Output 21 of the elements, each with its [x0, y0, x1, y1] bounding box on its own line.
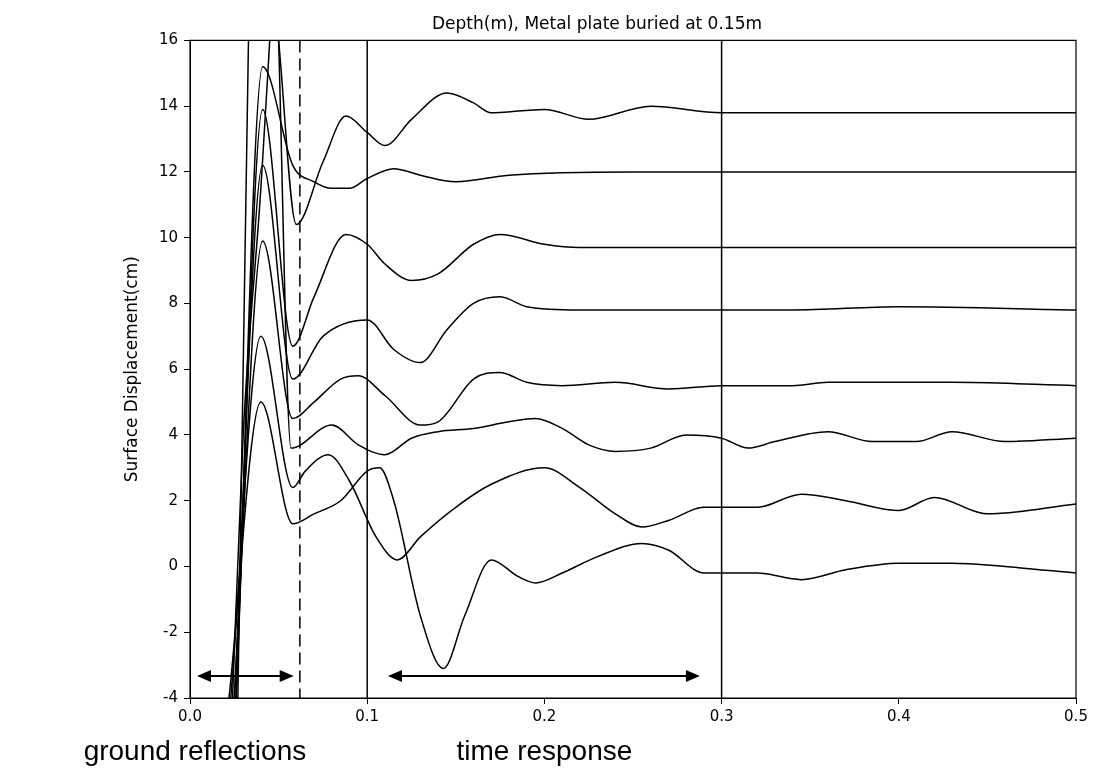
x-tick-label: 0.4 — [886, 706, 911, 725]
y-tick-label: 6 — [168, 359, 178, 378]
y-tick-label: 16 — [158, 30, 178, 49]
chart-title: Depth(m), Metal plate buried at 0.15m — [431, 12, 763, 33]
x-tick-label: 0.2 — [532, 706, 557, 725]
y-tick-label: 4 — [168, 424, 178, 443]
y-tick-label: 2 — [168, 490, 178, 509]
y-tick-label: 14 — [158, 96, 178, 115]
y-tick-label: 0 — [168, 556, 178, 575]
x-tick-label: 0.0 — [178, 706, 202, 725]
y-tick-label: -2 — [163, 622, 178, 641]
x-tick-label: 0.1 — [355, 706, 380, 725]
y-tick-label: 10 — [158, 227, 178, 246]
x-tick-label: 0.3 — [709, 706, 734, 725]
x-tick-label: 0.5 — [1064, 706, 1088, 725]
text: time response — [456, 735, 633, 766]
y-tick-label: 12 — [158, 161, 178, 180]
y-tick-label: 8 — [168, 293, 178, 312]
y-tick-label: -4 — [163, 687, 178, 706]
text: ground reflections — [83, 735, 307, 766]
y-axis-title: Surface Displacement(cm) — [120, 256, 141, 483]
